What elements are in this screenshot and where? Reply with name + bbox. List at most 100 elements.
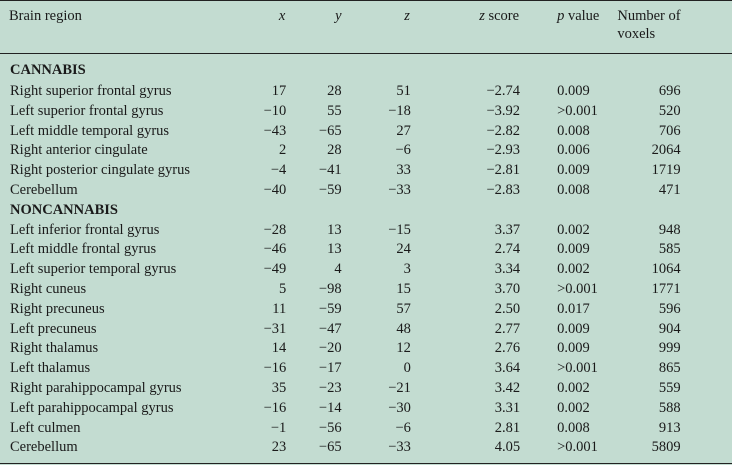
cell-p-value: 0.008 [557, 419, 590, 436]
row-spacer [681, 438, 732, 458]
cell-y: −65 [318, 122, 342, 139]
cell-p-value: 0.006 [557, 142, 590, 159]
cell-z-score: −3.92 [486, 102, 521, 119]
cell-voxels: 585 [658, 241, 681, 258]
cell-y: 28 [327, 83, 342, 99]
cell-z-score: 2.81 [494, 419, 521, 436]
cell-z: 3 [403, 261, 411, 278]
cell-brain-region: Right cuneus [10, 280, 87, 297]
cell-x: −46 [263, 241, 287, 258]
cell-z-score: −2.74 [486, 83, 521, 99]
header-p-var: p [557, 8, 565, 24]
table-row: Right thalamus 14 −20 12 2.76 0.009 999 [0, 339, 732, 359]
row-spacer [681, 379, 732, 399]
cell-z: −30 [388, 399, 411, 416]
cell-brain-region: Right superior frontal gyrus [10, 83, 172, 99]
cell-y: −47 [318, 320, 342, 337]
header-z-label: z [404, 8, 410, 24]
cell-x: −4 [270, 162, 287, 179]
group-row: NONCANNABIS [0, 201, 732, 221]
cell-z: 33 [396, 162, 411, 179]
header-y-label: y [335, 8, 342, 24]
cell-x: −49 [263, 261, 287, 278]
row-spacer [681, 300, 732, 320]
cell-y: 13 [327, 221, 342, 238]
row-spacer [681, 141, 732, 161]
cell-x: −28 [263, 221, 287, 238]
cell-brain-region: Left middle temporal gyrus [10, 122, 170, 139]
row-spacer [681, 339, 732, 359]
cell-z: 24 [396, 241, 411, 258]
cell-voxels: 706 [658, 122, 681, 139]
row-spacer [681, 102, 732, 122]
cell-p-value: 0.009 [557, 340, 590, 357]
cell-z-score: 3.70 [494, 280, 521, 297]
row-spacer [681, 221, 732, 241]
cell-z: 12 [396, 340, 411, 357]
cell-voxels: 471 [658, 181, 681, 198]
header-y: y [286, 0, 354, 60]
cell-p-value: 0.009 [557, 83, 590, 99]
table-row: Right precuneus 11 −59 57 2.50 0.017 596 [0, 300, 732, 320]
cell-x: 2 [279, 142, 287, 159]
header-z-score: z score [423, 0, 520, 60]
table-row: Right posterior cingulate gyrus −4 −41 33 −2… [0, 161, 732, 181]
cell-voxels: 520 [658, 102, 681, 119]
row-spacer [681, 419, 732, 439]
cell-z: −33 [388, 181, 411, 198]
cell-x: −10 [263, 102, 287, 119]
cell-z: −18 [388, 102, 411, 119]
table-body: CANNABIS Right superior frontal gyrus 17 28… [0, 60, 732, 458]
cell-p-value: 0.009 [557, 241, 590, 258]
cell-z-score: 3.42 [494, 379, 521, 396]
group-label: NONCANNABIS [10, 201, 118, 218]
header-rule [0, 53, 732, 54]
cell-voxels: 696 [658, 83, 681, 99]
cell-p-value: 0.008 [557, 181, 590, 198]
table-row: Left precuneus −31 −47 48 2.77 0.009 904 [0, 320, 732, 340]
cell-voxels: 559 [658, 379, 681, 396]
cell-brain-region: Left parahippocampal gyrus [10, 399, 174, 416]
cell-x: −43 [263, 122, 287, 139]
cell-brain-region: Right parahippocampal gyrus [10, 379, 182, 396]
cell-voxels: 865 [658, 360, 681, 377]
cell-voxels: 904 [658, 320, 681, 337]
cell-x: 23 [271, 439, 287, 456]
cell-z-score: 2.74 [494, 241, 521, 258]
cell-y: 55 [327, 102, 342, 119]
cell-brain-region: Left superior frontal gyrus [10, 102, 164, 119]
cell-x: −16 [263, 399, 287, 416]
cell-z: −15 [388, 221, 411, 238]
cell-brain-region: Left inferior frontal gyrus [10, 221, 160, 238]
cell-x: 35 [271, 379, 287, 396]
cell-brain-region: Left superior temporal gyrus [10, 261, 177, 278]
table-row: Left culmen −1 −56 −6 2.81 0.008 913 [0, 419, 732, 439]
row-spacer [681, 240, 732, 260]
cell-voxels: 1771 [651, 280, 681, 297]
row-spacer [681, 181, 732, 201]
header-z-score-label: score [488, 8, 520, 24]
cell-z: 0 [403, 360, 411, 377]
cell-x: 14 [271, 340, 287, 357]
cell-z-score: 3.34 [494, 261, 521, 278]
cell-brain-region: Cerebellum [10, 181, 78, 198]
bottom-rule [0, 463, 732, 464]
header-voxels-line2: voxels [617, 26, 656, 42]
cell-x: 5 [279, 280, 287, 297]
cell-p-value: 0.002 [557, 221, 590, 238]
table-row: Left middle temporal gyrus −43 −65 27 −2.82 0… [0, 122, 732, 142]
cell-x: 17 [271, 83, 287, 99]
header-number-of-voxels: Number of voxels [599, 0, 680, 60]
cell-p-value: >0.001 [557, 102, 598, 119]
cell-z: 51 [396, 83, 411, 99]
row-spacer [681, 280, 732, 300]
cell-y: −98 [318, 280, 342, 297]
row-spacer [681, 399, 732, 419]
row-spacer [681, 161, 732, 181]
table-row: Right parahippocampal gyrus 35 −23 −21 3.42 0… [0, 379, 732, 399]
cell-y: −56 [318, 419, 342, 436]
cell-z-score: 3.64 [494, 360, 521, 377]
cell-x: −31 [263, 320, 287, 337]
cell-brain-region: Right thalamus [10, 340, 99, 357]
table-header-row: Brain region x y z z score p value Numbe… [0, 0, 732, 60]
